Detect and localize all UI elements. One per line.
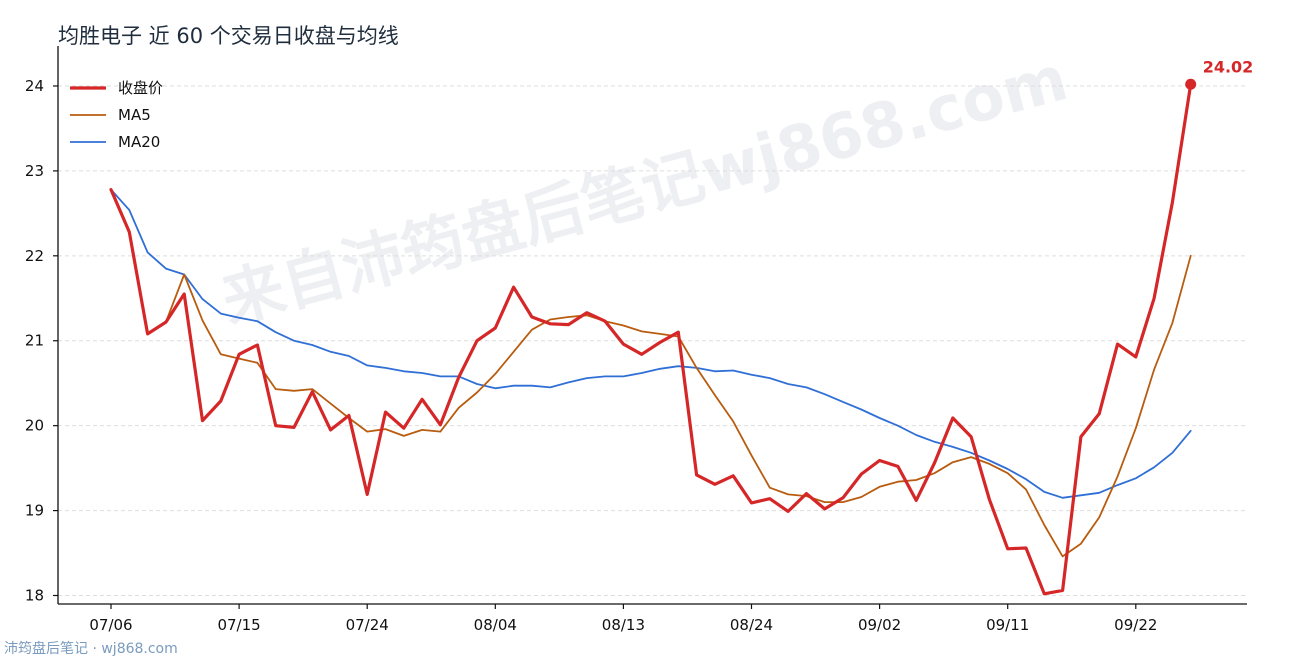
watermark-text: 来自沛筠盘后笔记wj868.com — [214, 41, 1075, 337]
series-line-close — [109, 82, 1193, 596]
x-tick-label: 07/24 — [346, 616, 389, 634]
legend-label: MA20 — [118, 133, 160, 151]
series-line-ma20 — [110, 188, 1192, 499]
x-tick-label: 09/02 — [858, 616, 901, 634]
y-tick-label: 23 — [25, 162, 44, 180]
last-close-point — [1185, 78, 1197, 90]
x-tick-label: 09/11 — [986, 616, 1029, 634]
y-tick-label: 21 — [25, 332, 44, 350]
legend-label: MA5 — [118, 106, 151, 124]
legend: 收盘价 MA5 MA20 — [70, 79, 163, 151]
y-tick-label: 20 — [25, 417, 44, 435]
tick-labels: 18 19 20 21 22 23 24 07/06 07/15 07/24 08/04 08/13 0… — [25, 77, 1158, 634]
x-tick-label: 08/13 — [602, 616, 645, 634]
last-close-label: 24.02 — [1203, 57, 1254, 76]
x-tick-label: 08/04 — [474, 616, 517, 634]
x-tick-label: 07/15 — [217, 616, 260, 634]
chart-title: 均胜电子 近 60 个交易日收盘与均线 — [58, 24, 399, 48]
grid-lines — [58, 85, 1247, 597]
y-tick-label: 18 — [25, 587, 44, 605]
x-tick-label: 07/06 — [89, 616, 132, 634]
legend-label: 收盘价 — [118, 79, 163, 97]
axes — [53, 46, 1247, 609]
series-line-ma5 — [110, 188, 1192, 558]
annotations: 24.02 — [1185, 57, 1253, 90]
y-tick-label: 22 — [25, 247, 44, 265]
y-tick-label: 24 — [25, 77, 44, 95]
x-tick-label: 09/22 — [1114, 616, 1157, 634]
series-lines — [109, 82, 1193, 596]
y-tick-label: 19 — [25, 502, 44, 520]
footer-credit: 沛筠盘后笔记 · wj868.com — [4, 641, 178, 657]
x-tick-label: 08/24 — [730, 616, 773, 634]
